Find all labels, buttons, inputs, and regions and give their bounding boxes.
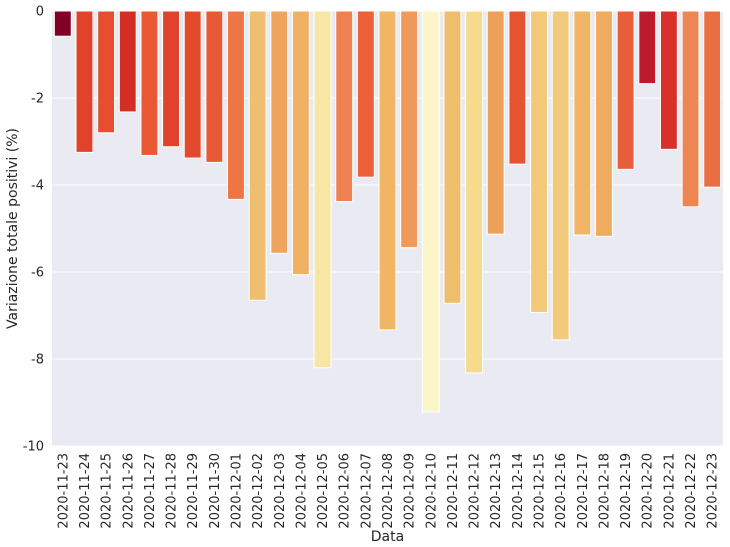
- bar-2020-11-30: [205, 10, 224, 163]
- bar-2020-11-26: [118, 10, 137, 113]
- bar-2020-12-04: [291, 10, 310, 276]
- bar-2020-12-13: [486, 10, 505, 235]
- bar-2020-12-07: [356, 10, 375, 178]
- x-tick-label: 2020-11-26: [121, 453, 136, 529]
- bars: [53, 10, 722, 413]
- bar-2020-12-17: [573, 10, 592, 236]
- bar-2020-12-16: [551, 10, 570, 341]
- x-tick-label: 2020-12-08: [381, 453, 396, 529]
- bar-2020-11-23: [53, 10, 72, 37]
- y-tick-labels: 0 -2 -4 -6 -8 -10: [23, 5, 44, 455]
- y-tick-label: -6: [31, 266, 44, 281]
- bar-2020-12-09: [400, 10, 419, 249]
- bar-2020-12-05: [313, 10, 332, 369]
- x-tick-label: 2020-12-20: [641, 453, 656, 529]
- x-tick-label: 2020-12-14: [511, 453, 526, 529]
- x-tick-label: 2020-12-01: [229, 453, 244, 529]
- y-tick-label: -8: [31, 353, 44, 368]
- y-tick-label: -2: [31, 92, 44, 107]
- x-tick-label: 2020-12-15: [533, 453, 548, 529]
- bar-2020-12-12: [465, 10, 484, 374]
- bar-2020-12-03: [270, 10, 289, 254]
- x-tick-label: 2020-12-02: [251, 453, 266, 529]
- x-tick-label: 2020-12-18: [597, 453, 612, 529]
- bar-2020-12-11: [443, 10, 462, 304]
- x-tick-label: 2020-12-07: [359, 453, 374, 529]
- x-tick-label: 2020-12-03: [273, 453, 288, 529]
- bar-2020-12-14: [508, 10, 527, 165]
- x-tick-label: 2020-12-23: [706, 453, 721, 529]
- x-tick-label: 2020-12-06: [338, 453, 353, 529]
- x-tick-label: 2020-12-10: [424, 453, 439, 529]
- y-tick-label: -4: [31, 179, 44, 194]
- x-tick-label: 2020-12-17: [576, 453, 591, 529]
- bar-2020-11-29: [183, 10, 202, 159]
- y-axis-title: Variazione totale positivi (%): [5, 128, 21, 329]
- bar-2020-11-28: [162, 10, 180, 148]
- bar-2020-12-15: [530, 10, 548, 313]
- bar-2020-12-02: [248, 10, 267, 301]
- bar-2020-12-23: [703, 10, 722, 188]
- bar-2020-12-08: [378, 10, 397, 331]
- y-tick-label: 0: [36, 5, 44, 20]
- x-tick-label: 2020-11-25: [100, 453, 115, 529]
- x-tick-labels: 2020-11-23 2020-11-24 2020-11-25 2020-11-26…: [56, 453, 720, 529]
- x-tick-label: 2020-11-28: [165, 453, 180, 529]
- x-tick-label: 2020-12-05: [316, 453, 331, 529]
- x-tick-label: 2020-11-23: [56, 453, 71, 529]
- x-tick-label: 2020-11-27: [143, 453, 158, 529]
- x-tick-label: 2020-11-29: [186, 453, 201, 529]
- y-tick-label: -10: [23, 440, 44, 455]
- x-tick-label: 2020-12-12: [468, 453, 483, 529]
- x-tick-label: 2020-12-04: [294, 453, 309, 529]
- bar-2020-12-22: [681, 10, 700, 208]
- bar-2020-12-10: [421, 10, 440, 413]
- x-tick-label: 2020-12-19: [619, 453, 634, 529]
- bar-2020-12-21: [659, 10, 678, 150]
- bar-2020-11-27: [140, 10, 159, 156]
- x-tick-label: 2020-12-11: [446, 453, 461, 529]
- bar-2020-11-24: [75, 10, 94, 153]
- bar-2020-11-25: [97, 10, 116, 134]
- x-tick-label: 2020-11-30: [208, 453, 223, 529]
- x-tick-label: 2020-12-09: [403, 453, 418, 529]
- bar-2020-12-06: [335, 10, 354, 203]
- x-tick-label: 2020-12-22: [684, 453, 699, 529]
- x-tick-label: 2020-12-13: [489, 453, 504, 529]
- x-tick-label: 2020-12-16: [554, 453, 569, 529]
- x-axis-title: Data: [371, 529, 404, 545]
- bar-2020-12-19: [616, 10, 635, 170]
- x-tick-label: 2020-11-24: [78, 453, 93, 529]
- bar-2020-12-18: [595, 10, 613, 237]
- bar-2020-12-01: [227, 10, 245, 200]
- x-tick-label: 2020-12-21: [662, 453, 677, 529]
- bar-2020-12-20: [638, 10, 657, 85]
